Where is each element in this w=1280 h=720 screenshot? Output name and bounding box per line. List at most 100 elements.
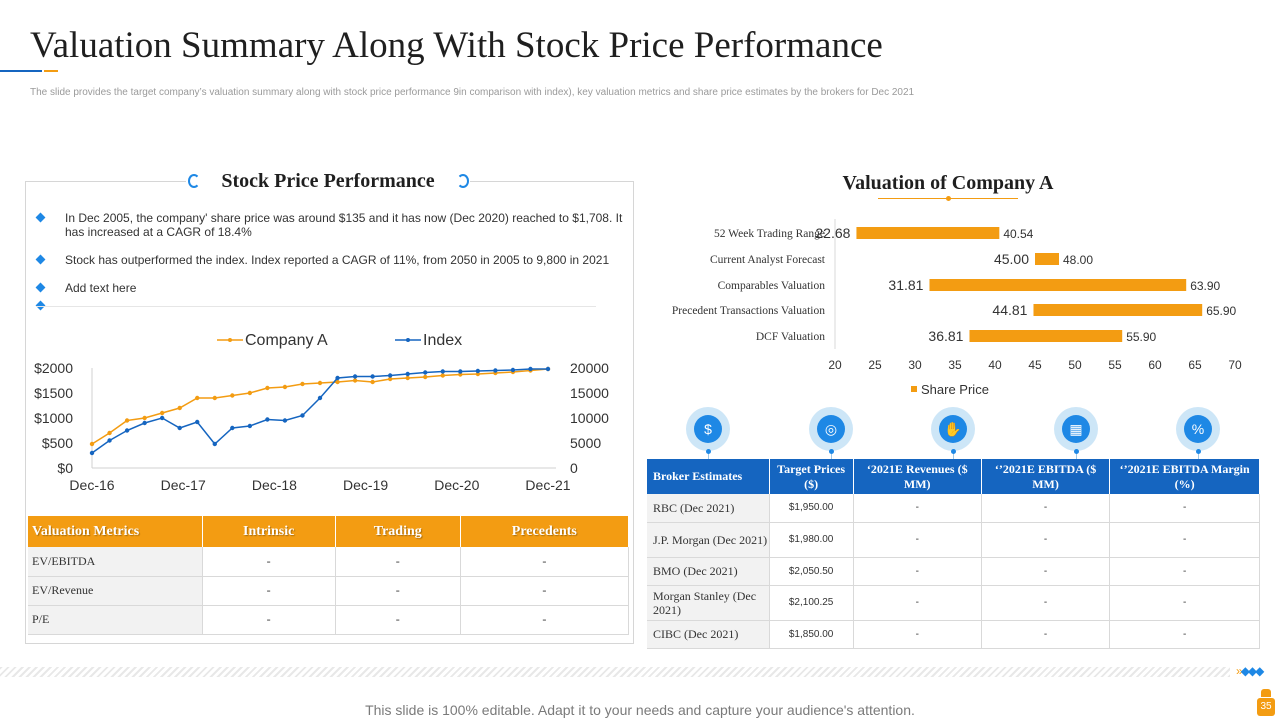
connector-dot	[829, 449, 834, 454]
category-label: DCF Valuation	[756, 331, 825, 343]
x-tick-label: 35	[948, 358, 962, 372]
valuation-bar	[969, 330, 1123, 342]
table-row: BMO (Dec 2021) $2,050.50 - - -	[647, 557, 1260, 586]
table-row: EV/Revenue - - -	[28, 576, 630, 606]
data-point	[440, 373, 445, 378]
bullet-text: Add text here	[65, 281, 137, 295]
diamond-bullet-icon	[35, 254, 46, 265]
category-label: Precedent Transactions Valuation	[672, 305, 825, 317]
x-tick-label: 30	[908, 358, 922, 372]
header-cell: Target Prices ($)	[769, 459, 854, 494]
right-tick-label: 10000	[570, 410, 609, 426]
left-tick-label: $0	[57, 460, 73, 476]
data-point	[370, 374, 375, 379]
data-point	[230, 393, 235, 398]
table-cell: -	[1109, 620, 1260, 649]
money-bag-icon: $	[686, 407, 730, 451]
table-row: EV/EBITDA - - -	[28, 547, 630, 577]
header-cell: Trading	[335, 516, 461, 547]
bar-high-label: 63.90	[1190, 279, 1220, 293]
data-point	[405, 375, 410, 381]
legend-marker	[228, 338, 232, 342]
stock-performance-heading: Stock Price Performance	[186, 170, 470, 196]
percent-docs-icon: %	[1176, 407, 1220, 451]
data-point	[230, 425, 235, 431]
data-point	[317, 395, 323, 401]
table-cell: -	[853, 620, 982, 649]
data-point	[212, 441, 217, 447]
broker-estimates-table: Broker Estimates Target Prices ($) ‘2021…	[647, 459, 1260, 649]
legend-swatch	[911, 386, 917, 392]
connector-dot	[951, 449, 956, 454]
icon-connector	[831, 451, 832, 461]
table-cell: -	[202, 605, 336, 635]
bullet-item: Stock has outperformed the index. Index …	[33, 253, 623, 267]
header-cell: ‘2021E Revenues ($ MM)	[853, 459, 982, 494]
valuation-chart-title: Valuation of Company A	[842, 172, 1054, 194]
x-tick-label: Dec-17	[161, 477, 206, 493]
data-point	[177, 405, 182, 411]
footer-band	[0, 667, 1230, 677]
table-cell: -	[335, 605, 461, 635]
diamond-bullet-icon	[35, 212, 46, 223]
bar-low-label: 44.81	[992, 302, 1027, 318]
table-cell: CIBC (Dec 2021)	[647, 620, 770, 649]
table-cell: $1,950.00	[769, 494, 854, 523]
data-point	[423, 374, 428, 380]
legend-marker	[406, 338, 410, 342]
table-cell: -	[1109, 522, 1260, 558]
table-cell: -	[460, 576, 630, 606]
valuation-bar	[1033, 304, 1203, 316]
data-point	[89, 441, 95, 447]
data-point	[352, 374, 358, 379]
footer-text: This slide is 100% editable. Adapt it to…	[365, 702, 915, 718]
table-cell: -	[981, 522, 1111, 558]
table-cell: $2,050.50	[769, 557, 854, 586]
x-tick-label: 40	[988, 358, 1002, 372]
hand-coin-icon: ✋	[931, 407, 975, 451]
footer-arrows-icon: »◆◆◆	[1236, 664, 1264, 678]
bar-low-label: 45.00	[994, 251, 1029, 267]
header-cell: ‘’2021E EBITDA Margin (%)	[1109, 459, 1260, 494]
data-point	[195, 395, 200, 401]
page-subtitle: The slide provides the target company’s …	[30, 87, 915, 98]
table-cell: $1,850.00	[769, 620, 854, 649]
icon-connector	[708, 451, 709, 461]
data-point	[195, 419, 200, 425]
valuation-metrics-table: Valuation Metrics Intrinsic Trading Prec…	[28, 516, 630, 635]
table-cell: -	[1109, 494, 1260, 523]
x-tick-label: 55	[1108, 358, 1122, 372]
bullet-list: In Dec 2005, the company' share price wa…	[33, 211, 623, 309]
table-row: Morgan Stanley (Dec 2021) $2,100.25 - - …	[647, 585, 1260, 621]
right-tick-label: 15000	[570, 385, 609, 401]
data-point	[159, 410, 165, 416]
data-point	[142, 415, 147, 421]
table-cell: -	[981, 494, 1111, 523]
data-point	[265, 417, 270, 422]
data-point	[545, 366, 551, 372]
data-point	[300, 413, 305, 418]
table-header-row: Valuation Metrics Intrinsic Trading Prec…	[28, 516, 630, 547]
bar-low-label: 31.81	[888, 277, 923, 293]
icon-connector	[1198, 451, 1199, 461]
data-point	[159, 415, 165, 421]
x-tick-label: Dec-21	[525, 477, 570, 493]
connector-dot	[1074, 449, 1079, 454]
title-underline	[0, 70, 42, 72]
data-point	[335, 379, 340, 385]
data-point	[124, 418, 130, 423]
table-cell: J.P. Morgan (Dec 2021)	[647, 522, 770, 558]
category-label: Current Analyst Forecast	[710, 254, 826, 266]
table-row: RBC (Dec 2021) $1,950.00 - - -	[647, 494, 1260, 523]
data-point	[212, 395, 217, 401]
left-tick-label: $1500	[34, 385, 73, 401]
bar-high-label: 48.00	[1063, 253, 1093, 267]
data-point	[423, 370, 428, 375]
x-tick-label: Dec-20	[434, 477, 479, 493]
data-point	[370, 379, 375, 385]
valuation-bar	[856, 227, 1000, 239]
valuation-title-dot	[946, 196, 951, 201]
table-cell: -	[202, 547, 336, 577]
data-point	[265, 385, 270, 391]
